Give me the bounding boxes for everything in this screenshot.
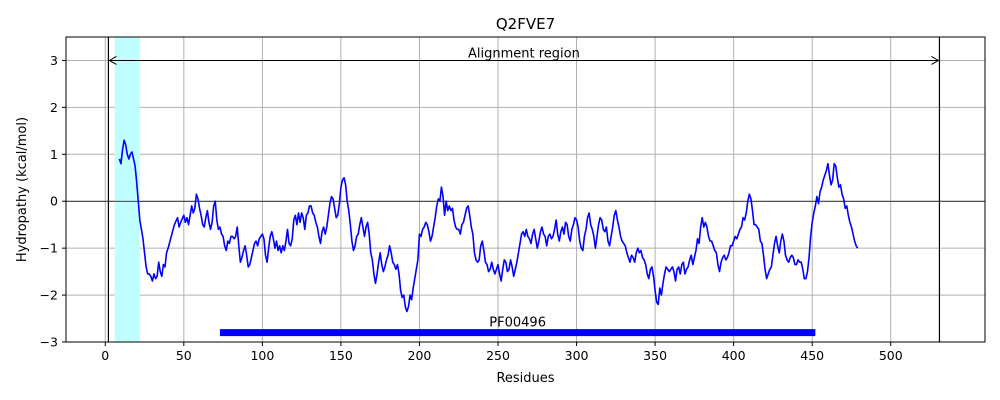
domain-label: PF00496 [489, 316, 546, 331]
reference-lines [66, 37, 985, 342]
x-tick-label: 500 [879, 348, 903, 363]
highlight-band [114, 37, 140, 342]
x-tick-label: 300 [565, 348, 589, 363]
x-tick-label: 200 [408, 348, 432, 363]
x-tick-label: 100 [250, 348, 274, 363]
x-axis-title: Residues [496, 371, 554, 386]
y-tick-label: −2 [40, 288, 58, 303]
alignment-region-label: Alignment region [468, 46, 580, 61]
x-tick-label: 350 [643, 348, 667, 363]
x-tick-label: 50 [176, 348, 192, 363]
y-axis-ticks: −3 −2 −1 0 1 2 3 [40, 53, 66, 350]
y-tick-label: 2 [50, 100, 58, 115]
alignment-arrow-right-head [931, 56, 940, 65]
y-axis-title: Hydropathy (kcal/mol) [15, 117, 30, 262]
chart-title: Q2FVE7 [496, 15, 555, 33]
grid-lines [66, 37, 985, 343]
y-tick-label: 0 [50, 194, 58, 209]
y-tick-label: −3 [40, 335, 58, 350]
alignment-arrow-left-head [108, 56, 117, 65]
highlight-region [114, 37, 140, 342]
x-tick-label: 450 [800, 348, 824, 363]
x-tick-label: 400 [722, 348, 746, 363]
domain-bar [219, 329, 816, 337]
x-axis-ticks: 0 50 100 150 200 250 300 350 400 450 500 [101, 342, 903, 363]
x-tick-label: 0 [101, 348, 109, 363]
x-tick-label: 150 [329, 348, 353, 363]
y-tick-label: 3 [50, 53, 58, 68]
plot-frame [65, 36, 986, 343]
x-tick-label: 250 [486, 348, 510, 363]
y-tick-label: 1 [50, 147, 58, 162]
hydropathy-series-line [118, 139, 859, 313]
y-tick-label: −1 [40, 241, 58, 256]
series-layer [118, 139, 859, 313]
annotation-layer [108, 56, 940, 337]
